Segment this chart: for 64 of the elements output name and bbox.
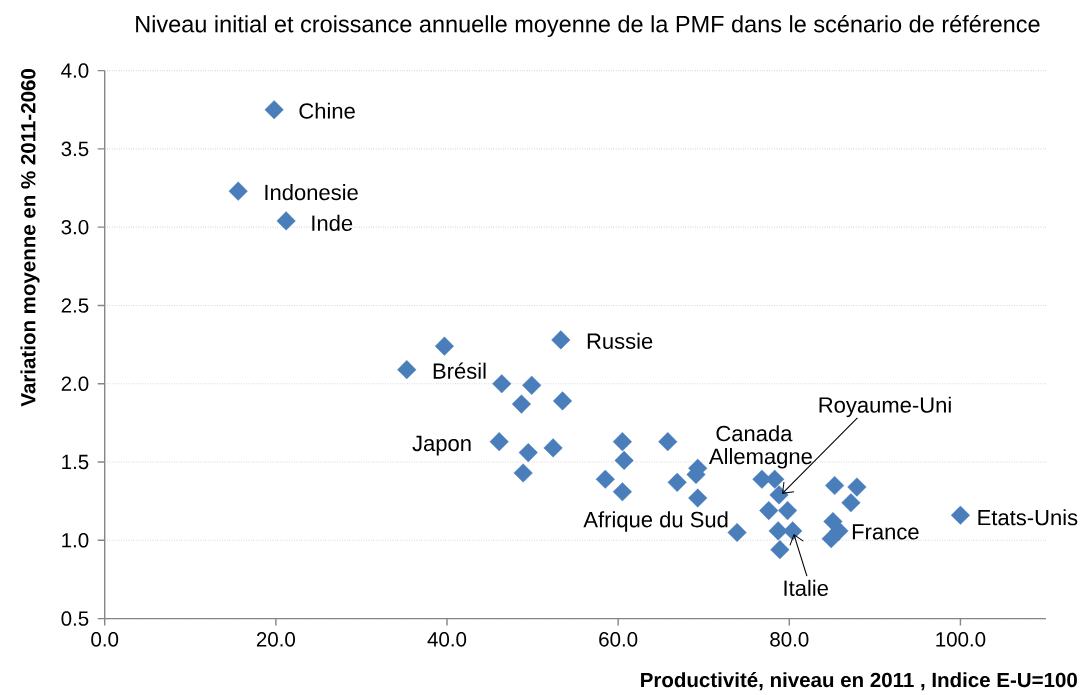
annotation: Chine <box>299 102 355 119</box>
point <box>522 375 542 395</box>
x-tick-label: 0.0 <box>91 632 119 647</box>
point <box>768 521 788 541</box>
point <box>434 336 454 356</box>
point <box>770 540 790 560</box>
y-tick-label: 3.5 <box>61 141 89 157</box>
point <box>825 475 845 496</box>
point <box>397 360 417 380</box>
point <box>658 432 678 452</box>
point <box>513 463 533 483</box>
annotation: Brésil <box>433 362 486 379</box>
point <box>614 450 634 470</box>
annotation: Inde <box>312 214 353 231</box>
annotation: Royaume-Uni <box>819 396 951 418</box>
annotation: Canada <box>716 425 793 442</box>
y-tick-label: 0.5 <box>61 611 89 626</box>
annotation: Allemagne <box>708 448 812 469</box>
x-tick-label: 60.0 <box>599 632 638 647</box>
point <box>276 211 296 231</box>
point <box>667 472 687 492</box>
point <box>551 330 571 350</box>
point <box>595 469 615 489</box>
annotation: Etats-Unis <box>978 509 1078 526</box>
point <box>688 488 708 508</box>
point <box>727 522 747 542</box>
point <box>228 181 248 201</box>
point <box>841 493 861 513</box>
point <box>778 501 798 521</box>
point <box>829 521 849 541</box>
point <box>612 482 632 502</box>
point <box>783 521 803 541</box>
y-tick-label: 1.5 <box>62 454 89 470</box>
point <box>612 432 632 452</box>
point <box>489 432 509 452</box>
annotation: Russie <box>587 332 653 349</box>
y-tick-label: 3.0 <box>61 219 89 235</box>
y-tick-label: 1.0 <box>62 533 89 548</box>
point <box>950 505 970 525</box>
y-tick-label: 2.5 <box>61 298 89 313</box>
point <box>511 394 531 414</box>
annotation: Indonesie <box>265 184 358 201</box>
point <box>847 477 867 497</box>
annotation: Italie <box>784 579 828 596</box>
point <box>264 100 284 120</box>
x-axis-title: Productivité, niveau en 2011 , Indice E-U=100 <box>641 671 1077 691</box>
x-tick-label: 20.0 <box>256 632 295 647</box>
point <box>543 438 563 458</box>
x-tick-label: 100.0 <box>936 632 986 647</box>
x-tick-label: 80.0 <box>770 632 809 647</box>
annotation: Afrique du Sud <box>583 511 728 532</box>
y-axis-title: Variation moyenne en % 2011-2060 <box>20 69 40 407</box>
y-tick-label: 4.0 <box>61 63 89 78</box>
point <box>769 485 789 505</box>
point <box>759 501 779 521</box>
point <box>518 443 538 463</box>
point <box>492 374 512 394</box>
annotation: Japon <box>412 435 471 456</box>
annotation: France <box>852 524 919 540</box>
point <box>552 391 573 411</box>
y-tick-label: 2.0 <box>61 376 89 391</box>
chart-title: Niveau initial et croissance annuelle moyenne de la PMF dans le scénario de référence <box>136 14 1040 38</box>
point <box>765 469 785 489</box>
x-tick-label: 40.0 <box>427 632 467 647</box>
